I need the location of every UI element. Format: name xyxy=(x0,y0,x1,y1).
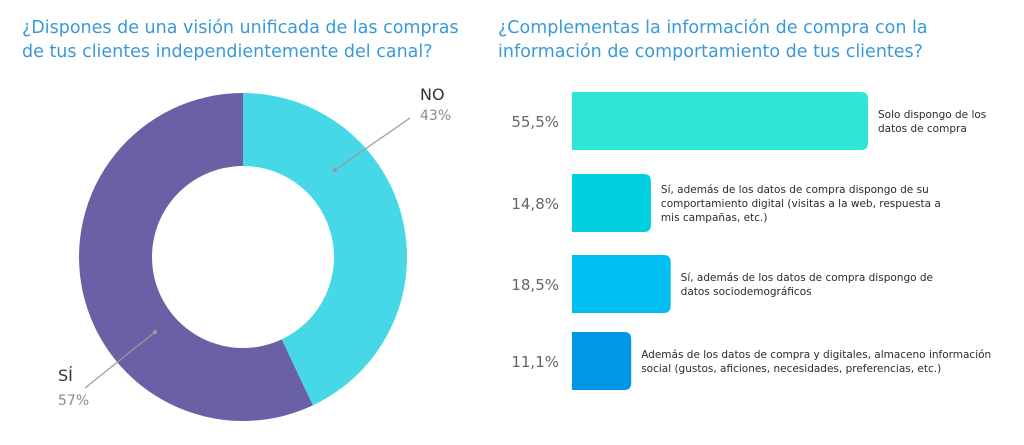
bar-category-label: Sí, además de los datos de compra dispon… xyxy=(661,184,929,196)
donut-percent-label: 43% xyxy=(420,108,451,124)
bar-3 xyxy=(572,255,671,313)
donut-leader-line xyxy=(84,331,156,389)
bar-category-label: Además de los datos de compra y digitale… xyxy=(641,349,991,361)
donut-percent-label: 57% xyxy=(58,393,89,409)
donut-label: NO xyxy=(420,85,445,104)
bar-category-label: Sí, además de los datos de compra dispon… xyxy=(681,272,933,284)
bar-4 xyxy=(572,332,632,390)
bar-category-label: Solo dispongo de los xyxy=(878,109,986,121)
bar-category-label: comportamiento digital (visitas a la web… xyxy=(661,198,941,210)
donut-leader-dot xyxy=(152,329,158,335)
donut-slice-sí xyxy=(78,93,313,422)
bar-chart-title: ¿Complementas la información de compra c… xyxy=(498,18,928,62)
donut-label: SÍ xyxy=(58,366,73,385)
donut-leader-dot xyxy=(332,167,338,173)
bar-2 xyxy=(572,174,651,232)
bar-1 xyxy=(572,92,868,150)
bar-category-label: datos sociodemográficos xyxy=(681,286,812,298)
donut-leader-line xyxy=(334,117,411,171)
donut-slice-no xyxy=(243,93,407,406)
bar-category-label: mis campañas, etc.) xyxy=(661,212,768,224)
bar-category-label: social (gustos, aficiones, necesidades, … xyxy=(641,363,941,375)
bar-value-label: 18,5% xyxy=(511,276,559,294)
donut-chart-title: ¿Dispones de una visión unificada de las… xyxy=(22,18,459,62)
bar-value-label: 11,1% xyxy=(511,353,559,371)
bar-value-label: 14,8% xyxy=(511,195,559,213)
bar-value-label: 55,5% xyxy=(511,113,559,131)
bar-category-label: datos de compra xyxy=(878,123,967,135)
